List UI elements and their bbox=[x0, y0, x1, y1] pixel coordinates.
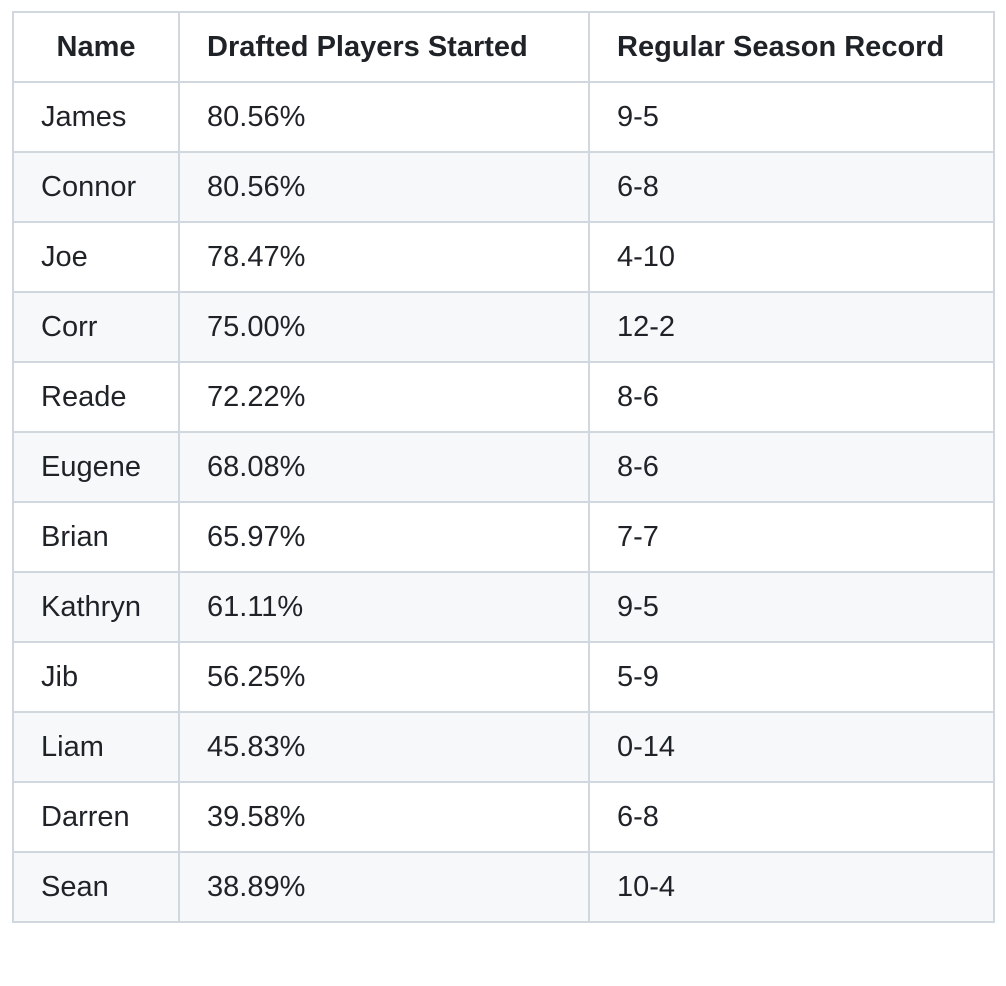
cell-drafted: 80.56% bbox=[178, 151, 590, 223]
cell-name: Corr bbox=[12, 291, 180, 363]
header-name: Name bbox=[12, 11, 180, 83]
cell-drafted: 38.89% bbox=[178, 851, 590, 923]
cell-drafted: 80.56% bbox=[178, 81, 590, 153]
cell-drafted: 75.00% bbox=[178, 291, 590, 363]
cell-name: Joe bbox=[12, 221, 180, 293]
table-row: Joe 78.47% 4-10 bbox=[12, 221, 995, 293]
table-row: Corr 75.00% 12-2 bbox=[12, 291, 995, 363]
cell-record: 8-6 bbox=[588, 361, 995, 433]
cell-drafted: 56.25% bbox=[178, 641, 590, 713]
cell-name: Liam bbox=[12, 711, 180, 783]
table-header: Name Drafted Players Started Regular Sea… bbox=[12, 11, 995, 83]
table-row: Brian 65.97% 7-7 bbox=[12, 501, 995, 573]
cell-name: Sean bbox=[12, 851, 180, 923]
table-row: Eugene 68.08% 8-6 bbox=[12, 431, 995, 503]
cell-name: Brian bbox=[12, 501, 180, 573]
cell-drafted: 78.47% bbox=[178, 221, 590, 293]
cell-drafted: 68.08% bbox=[178, 431, 590, 503]
cell-drafted: 45.83% bbox=[178, 711, 590, 783]
header-row: Name Drafted Players Started Regular Sea… bbox=[12, 11, 995, 83]
cell-record: 6-8 bbox=[588, 781, 995, 853]
cell-record: 12-2 bbox=[588, 291, 995, 363]
table-row: Connor 80.56% 6-8 bbox=[12, 151, 995, 223]
header-regular-season-record: Regular Season Record bbox=[588, 11, 995, 83]
cell-name: Connor bbox=[12, 151, 180, 223]
cell-record: 5-9 bbox=[588, 641, 995, 713]
table-row: James 80.56% 9-5 bbox=[12, 81, 995, 153]
cell-record: 9-5 bbox=[588, 81, 995, 153]
cell-record: 10-4 bbox=[588, 851, 995, 923]
table-row: Sean 38.89% 10-4 bbox=[12, 851, 995, 923]
cell-name: James bbox=[12, 81, 180, 153]
cell-drafted: 61.11% bbox=[178, 571, 590, 643]
table-row: Liam 45.83% 0-14 bbox=[12, 711, 995, 783]
cell-record: 0-14 bbox=[588, 711, 995, 783]
cell-record: 9-5 bbox=[588, 571, 995, 643]
cell-record: 6-8 bbox=[588, 151, 995, 223]
table-row: Kathryn 61.11% 9-5 bbox=[12, 571, 995, 643]
cell-drafted: 65.97% bbox=[178, 501, 590, 573]
cell-name: Darren bbox=[12, 781, 180, 853]
header-drafted-players-started: Drafted Players Started bbox=[178, 11, 590, 83]
table-row: Jib 56.25% 5-9 bbox=[12, 641, 995, 713]
cell-name: Reade bbox=[12, 361, 180, 433]
table-body: James 80.56% 9-5 Connor 80.56% 6-8 Joe 7… bbox=[12, 81, 995, 923]
cell-record: 7-7 bbox=[588, 501, 995, 573]
cell-drafted: 72.22% bbox=[178, 361, 590, 433]
cell-record: 8-6 bbox=[588, 431, 995, 503]
cell-name: Eugene bbox=[12, 431, 180, 503]
cell-name: Jib bbox=[12, 641, 180, 713]
players-table: Name Drafted Players Started Regular Sea… bbox=[12, 11, 995, 923]
cell-record: 4-10 bbox=[588, 221, 995, 293]
table-row: Darren 39.58% 6-8 bbox=[12, 781, 995, 853]
table-row: Reade 72.22% 8-6 bbox=[12, 361, 995, 433]
cell-drafted: 39.58% bbox=[178, 781, 590, 853]
cell-name: Kathryn bbox=[12, 571, 180, 643]
